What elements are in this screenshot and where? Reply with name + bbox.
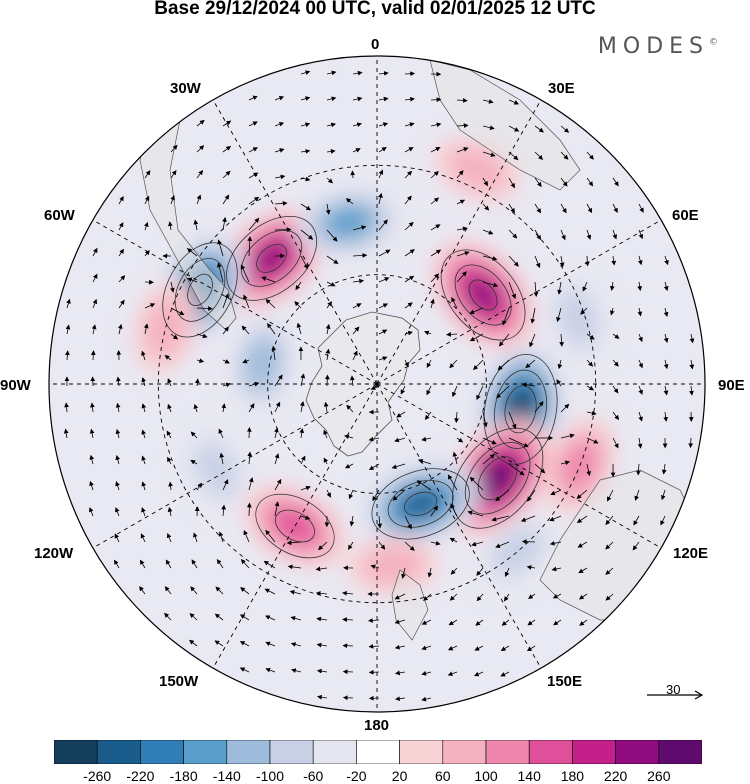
lon-label-90e: 90E	[718, 377, 745, 394]
lon-label-60e: 60E	[672, 207, 699, 224]
colorbar-swatch	[443, 740, 486, 764]
wind-vector	[275, 229, 291, 230]
wind-vector	[344, 697, 353, 698]
wind-vector	[93, 351, 94, 360]
colorbar-swatch	[313, 740, 356, 764]
colorbar-swatch	[616, 740, 659, 764]
colorbar-tick-label: 220	[604, 768, 627, 784]
colorbar-tick-label: -100	[256, 768, 284, 784]
lon-label-180: 180	[364, 717, 389, 734]
lon-label-0: 0	[371, 36, 379, 53]
colorbar-tick-label: -180	[170, 768, 198, 784]
wind-vector	[523, 541, 535, 542]
colorbar-swatch	[572, 740, 615, 764]
colorbar-tick-label: -60	[303, 768, 323, 784]
colorbar-swatch	[227, 740, 270, 764]
colorbar-tick-label: 20	[392, 768, 408, 784]
lon-label-30w: 30W	[170, 80, 201, 97]
colorbar-swatch	[184, 740, 227, 764]
colorbar-swatch	[356, 740, 399, 764]
colorbar-swatch	[270, 740, 313, 764]
colorbar-tick-label: 140	[518, 768, 541, 784]
wind-vector	[690, 438, 691, 447]
colorbar-swatch	[529, 740, 572, 764]
wind-vector	[249, 503, 250, 516]
reference-vector-label: 30	[666, 682, 680, 697]
colorbar-swatch	[54, 740, 97, 764]
colorbar	[54, 740, 702, 764]
colorbar-tick-label: -220	[126, 768, 154, 784]
colorbar-swatch	[486, 740, 529, 764]
lon-label-60w: 60W	[44, 207, 75, 224]
colorbar-tick-label: -140	[213, 768, 241, 784]
lon-label-30e: 30E	[548, 80, 575, 97]
colorbar-tick-label: 60	[435, 768, 451, 784]
lon-label-120w: 120W	[34, 545, 73, 562]
colorbar-swatch	[659, 740, 702, 764]
colorbar-tick-label: 260	[647, 768, 670, 784]
colorbar-tick-label: -20	[346, 768, 366, 784]
lon-label-120e: 120E	[673, 545, 708, 562]
colorbar-tick-label: 180	[561, 768, 584, 784]
wind-vector	[405, 73, 414, 74]
colorbar-swatch	[400, 740, 443, 764]
wind-vector	[370, 672, 379, 673]
colorbar-swatch	[97, 740, 140, 764]
lon-label-150w: 150W	[159, 673, 198, 690]
lon-label-150e: 150E	[547, 673, 582, 690]
colorbar-tick-label: -260	[83, 768, 111, 784]
lon-label-90w: 90W	[0, 377, 31, 394]
colorbar-tick-label: 100	[474, 768, 497, 784]
wind-vector	[431, 99, 441, 100]
colorbar-swatch	[140, 740, 183, 764]
